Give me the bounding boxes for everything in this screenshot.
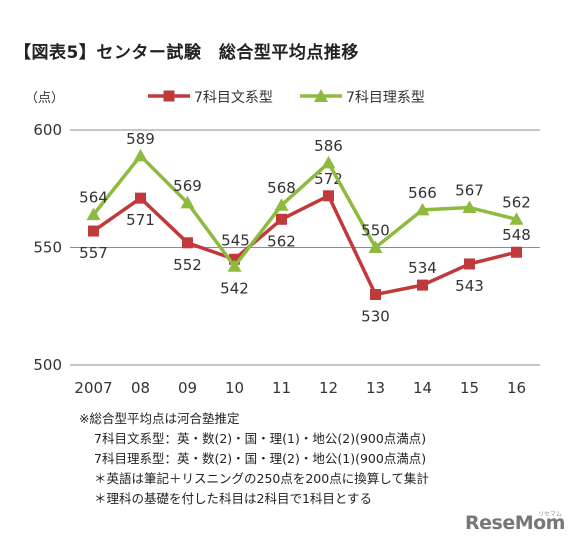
data-label: 562 [502, 193, 531, 211]
y-tick-label: 550 [33, 239, 62, 257]
series-line-1 [92, 194, 517, 297]
data-point [182, 237, 193, 249]
data-label: 567 [455, 182, 484, 200]
data-point [274, 198, 289, 211]
y-tick-label: 600 [33, 121, 62, 139]
footnote-humanities: 7科目文系型：英・数(2)・国・理(1)・地公(2)(900点満点) [94, 431, 427, 446]
x-tick-label: 10 [225, 379, 244, 397]
data-point [415, 202, 430, 216]
x-tick-label: 14 [413, 379, 432, 397]
data-point [133, 148, 148, 162]
y-tick-label: 500 [33, 356, 62, 374]
data-label: 552 [173, 256, 202, 274]
data-label: 548 [502, 226, 531, 244]
data-point [368, 240, 383, 253]
data-point [276, 213, 287, 225]
y-axis-unit: （点） [25, 91, 64, 106]
data-label: 530 [361, 308, 390, 326]
legend-marker [314, 89, 328, 102]
footnote-english: ＊英語は筆記＋リスニングの250点を200点に換算して集計 [94, 471, 429, 486]
footnote-source: ※総合型平均点は河合塾推定 [79, 411, 240, 426]
chart-title: 【図表5】センター試験 総合型平均点推移 [14, 43, 359, 63]
data-point [135, 192, 146, 204]
x-tick-label: 09 [178, 379, 197, 397]
data-label: 589 [126, 130, 155, 148]
x-tick-label: 16 [507, 379, 526, 397]
line-chart: 500550600（点）2007080910111213141516（年度）55… [25, 89, 540, 397]
legend-label: 7科目文系型 [194, 90, 273, 106]
x-tick-label: 11 [272, 379, 291, 397]
x-tick-label: 12 [319, 379, 338, 397]
x-tick-label: 13 [366, 379, 385, 397]
data-label: 534 [408, 259, 437, 277]
data-point [370, 289, 381, 300]
data-point [229, 253, 240, 265]
data-point [464, 258, 475, 270]
data-point [86, 207, 101, 221]
data-point [321, 155, 336, 169]
data-label: 586 [314, 137, 343, 155]
footnote-science: 7科目理系型：英・数(2)・国・理(2)・地公(1)(900点満点) [94, 451, 427, 466]
data-label: 545 [221, 231, 250, 249]
footnote-science-basics: ＊理科の基礎を付した科目は2科目で1科目とする [94, 491, 373, 506]
data-point [180, 195, 195, 209]
data-label: 571 [126, 211, 155, 229]
data-label: 566 [408, 184, 437, 202]
legend-marker [163, 90, 175, 102]
x-tick-label: 08 [131, 379, 150, 397]
data-point [509, 212, 524, 225]
data-point [417, 279, 428, 291]
data-point [511, 246, 522, 258]
data-label: 568 [267, 179, 296, 197]
data-label: 569 [173, 177, 202, 195]
data-label: 542 [220, 279, 249, 297]
data-point [462, 200, 477, 214]
legend-label: 7科目理系型 [346, 90, 425, 106]
data-point [227, 259, 242, 272]
data-label: 557 [79, 244, 108, 262]
data-label: 564 [79, 189, 108, 207]
data-label: 550 [361, 222, 390, 240]
x-tick-label: 15 [460, 379, 479, 397]
data-point [88, 225, 99, 237]
data-label: 543 [455, 277, 484, 295]
resemom-logo: ReseMom [465, 512, 565, 534]
resemom-logo-sub: リセマム [538, 511, 563, 518]
x-tick-label: 2007 [74, 379, 112, 397]
data-label: 562 [267, 232, 296, 250]
data-point [323, 190, 334, 202]
series-line-2 [92, 154, 517, 269]
